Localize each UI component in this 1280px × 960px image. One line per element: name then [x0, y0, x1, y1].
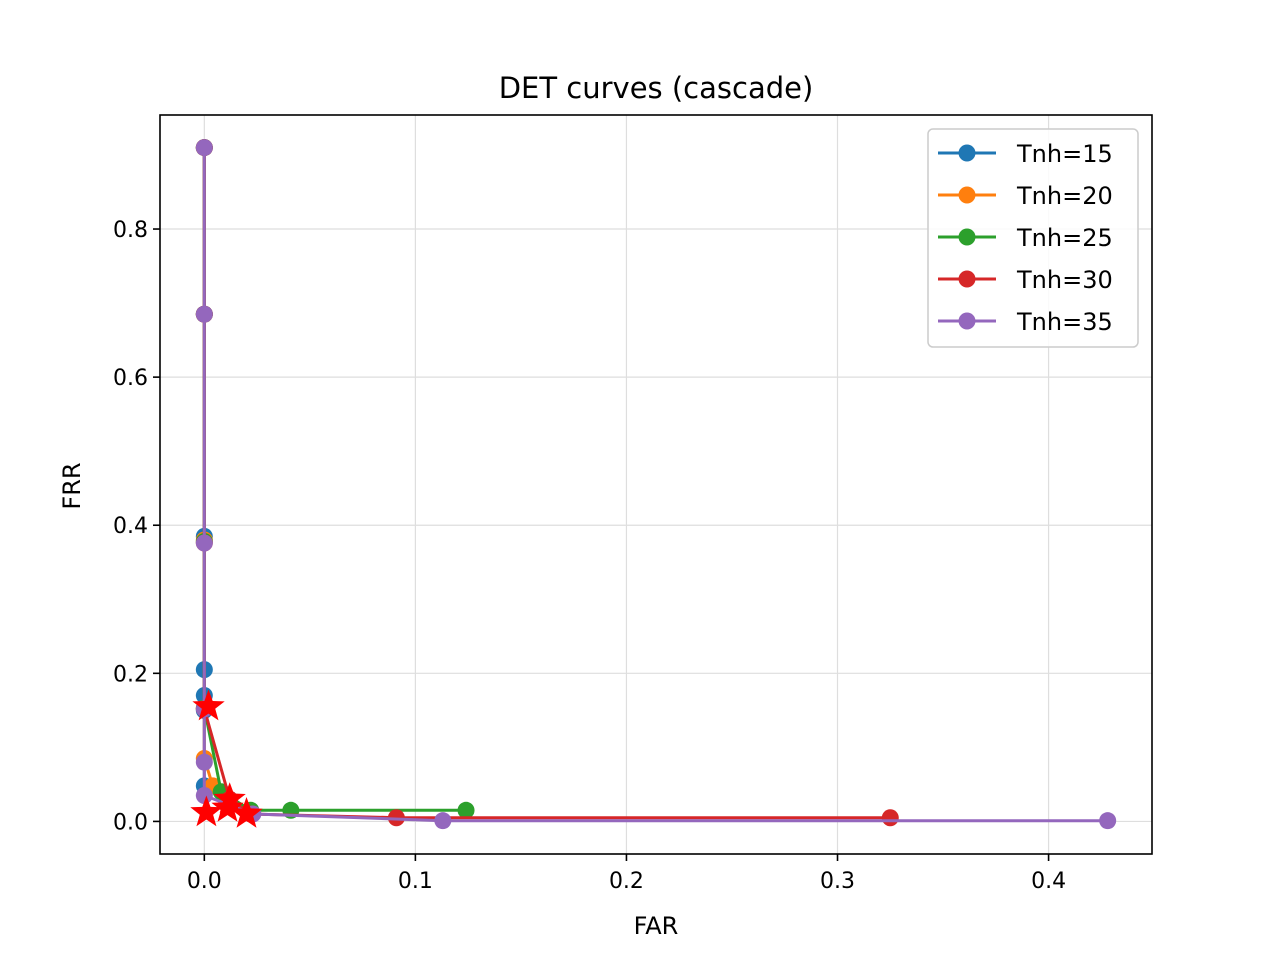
series-4: [195, 139, 899, 827]
legend-item: Tnh=15: [938, 140, 1113, 168]
x-tick-label: 0.4: [1031, 869, 1066, 894]
legend-label: Tnh=25: [1016, 224, 1113, 252]
x-tick-label: 0.0: [187, 869, 222, 894]
data-point: [434, 812, 452, 830]
legend-label: Tnh=35: [1016, 308, 1113, 336]
y-tick-label: 0.4: [113, 514, 148, 539]
legend-marker: [958, 186, 976, 204]
y-tick-label: 0.8: [113, 218, 148, 243]
data-point: [881, 809, 899, 827]
y-axis-ticks: 0.0 0.2 0.4 0.6 0.8: [113, 218, 160, 835]
data-point: [457, 801, 475, 819]
operating-point-star: [192, 689, 225, 721]
legend-label: Tnh=30: [1016, 266, 1113, 294]
data-point: [195, 753, 213, 771]
legend-frame: [927, 128, 1139, 348]
legend-marker: [958, 312, 976, 330]
y-tick-label: 0.6: [113, 366, 148, 391]
operating-point-star: [211, 791, 244, 822]
legend-marker: [958, 228, 976, 246]
x-tick-label: 0.3: [820, 869, 855, 894]
data-point: [1099, 812, 1117, 830]
legend-marker: [958, 270, 976, 288]
data-point: [195, 139, 213, 157]
legend-item: Tnh=25: [938, 224, 1113, 252]
legend-item: Tnh=35: [938, 308, 1113, 336]
data-point: [195, 787, 213, 805]
y-tick-label: 0.2: [113, 662, 148, 687]
data-point: [195, 305, 213, 323]
legend-marker: [958, 144, 976, 162]
series-3: [195, 139, 475, 819]
legend-label: Tnh=20: [1016, 182, 1113, 210]
x-axis-label: FAR: [634, 912, 679, 940]
series-line: [202, 147, 891, 820]
legend-item: Tnh=20: [938, 182, 1113, 210]
operating-point-star: [230, 797, 263, 828]
y-tick-label: 0.0: [113, 810, 148, 835]
axes-frame: [159, 114, 1153, 855]
legend: Tnh=15 Tnh=20 Tnh=25 Tnh=30 Tnh=35: [927, 128, 1139, 348]
x-axis-ticks: 0.0 0.1 0.2 0.3 0.4: [187, 854, 1066, 894]
x-tick-label: 0.1: [398, 869, 433, 894]
x-tick-label: 0.2: [609, 869, 644, 894]
operating-point-star: [190, 795, 223, 827]
legend-label: Tnh=15: [1016, 140, 1113, 168]
y-axis-label: FRR: [58, 462, 86, 509]
chart-title: DET curves (cascade): [499, 71, 814, 105]
series-line: [202, 147, 466, 812]
legend-item: Tnh=30: [938, 266, 1113, 294]
highlight-layer: [190, 689, 263, 828]
data-point: [195, 534, 213, 552]
